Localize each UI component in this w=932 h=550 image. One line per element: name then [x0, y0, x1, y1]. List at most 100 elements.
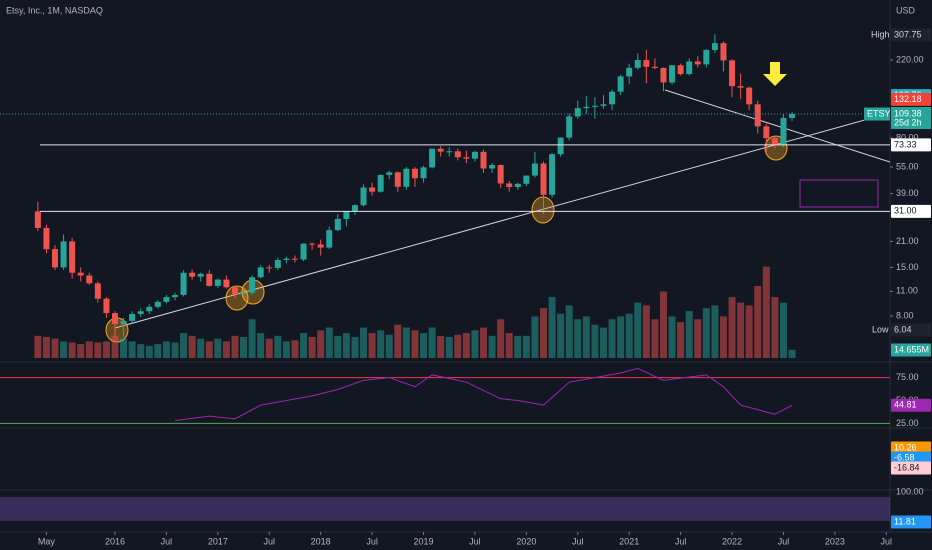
- volume-bar: [591, 324, 599, 358]
- volume-bar: [625, 313, 633, 358]
- high-label: High: [871, 29, 890, 39]
- macd-value: -16.84: [894, 462, 920, 472]
- x-tick-label: May: [38, 536, 56, 546]
- candle-body: [737, 86, 744, 88]
- candle-body: [754, 104, 761, 127]
- stoch-band: [0, 497, 890, 521]
- volume-bar: [737, 302, 745, 358]
- volume-bar: [522, 335, 530, 358]
- volume-bar: [771, 297, 779, 358]
- volume-bar: [77, 344, 85, 358]
- candle-body: [94, 283, 101, 299]
- volume-bar: [274, 335, 282, 358]
- candle-body: [651, 66, 658, 68]
- candle-body: [369, 187, 376, 192]
- candle-body: [180, 272, 187, 295]
- macd-value-box: [891, 451, 931, 465]
- candle-body: [763, 126, 770, 139]
- price-label-box: [891, 92, 931, 106]
- volume-bar: [342, 333, 350, 358]
- volume-bar: [668, 316, 676, 358]
- candle-body: [386, 172, 393, 175]
- volume-bar: [257, 333, 265, 358]
- candle-body: [497, 165, 504, 184]
- high-value: 307.75: [894, 29, 922, 39]
- volume-bar: [642, 305, 650, 358]
- price-label: 132.18: [894, 94, 922, 104]
- volume-bar: [180, 333, 188, 358]
- volume-bar: [171, 342, 179, 358]
- candle-body: [257, 267, 264, 278]
- volume-bar: [128, 341, 136, 358]
- candle-body: [694, 61, 701, 65]
- candle-body: [360, 187, 367, 206]
- candle-body: [60, 241, 67, 268]
- candle-body: [489, 165, 496, 169]
- volume-bar: [248, 319, 256, 358]
- countdown: 25d 2h: [894, 117, 922, 127]
- volume-bar: [351, 336, 359, 358]
- candle-body: [77, 272, 84, 276]
- candle-body: [720, 43, 727, 61]
- arrow-annotation: [763, 62, 787, 86]
- stoch-value-box: [891, 515, 931, 529]
- volume-bar: [719, 316, 727, 358]
- candle-body: [43, 227, 50, 250]
- volume-bar: [471, 330, 479, 358]
- candle-body: [411, 168, 418, 179]
- volume-bar: [762, 266, 770, 358]
- candle-body: [189, 272, 196, 277]
- volume-bar: [360, 327, 368, 358]
- volume-bar: [548, 297, 556, 358]
- candle-body: [703, 49, 710, 65]
- macd-value: 10.26: [894, 442, 917, 452]
- candle-body: [163, 297, 170, 302]
- volume-bar: [240, 336, 248, 358]
- volume-bar: [111, 335, 119, 358]
- volume-bar: [265, 338, 273, 358]
- x-tick-label: Jul: [675, 536, 687, 546]
- candle-body: [394, 172, 401, 187]
- x-tick-label: 2022: [722, 536, 742, 546]
- volume-bar: [437, 335, 445, 358]
- candle-body: [643, 60, 650, 67]
- candle-body: [729, 60, 736, 87]
- candle-body: [343, 211, 350, 219]
- volume-bar: [154, 344, 162, 358]
- candle-body: [214, 279, 221, 286]
- candle-body: [69, 241, 76, 273]
- candle-body: [523, 175, 530, 184]
- volume-bar: [745, 305, 753, 358]
- candle-body: [746, 87, 753, 105]
- candle-body: [274, 260, 281, 268]
- volume-bar: [291, 340, 299, 358]
- candle-body: [514, 183, 521, 187]
- rsi-tick-label: 25.00: [896, 418, 919, 428]
- candle-body: [103, 298, 110, 314]
- candle-body: [540, 163, 547, 195]
- volume-bar: [188, 335, 196, 358]
- volume-bar: [368, 333, 376, 358]
- candle-body: [266, 267, 273, 269]
- volume-bar: [445, 336, 453, 358]
- level-label-box: [891, 204, 931, 218]
- volume-bar: [102, 341, 110, 358]
- candle-body: [291, 258, 298, 260]
- volume-bar: [120, 338, 128, 358]
- volume-bar: [514, 335, 522, 358]
- volume-bar: [659, 291, 667, 358]
- candle-body: [317, 244, 324, 248]
- rsi-line: [174, 367, 793, 422]
- candle-body: [326, 230, 333, 248]
- candle-body: [634, 60, 641, 68]
- volume-bar: [779, 302, 787, 358]
- volume-bar: [599, 327, 607, 358]
- x-tick-label: Jul: [572, 536, 584, 546]
- candle-body: [454, 151, 461, 158]
- x-tick-label: Jul: [469, 536, 481, 546]
- stoch-value: 11.81: [894, 516, 916, 526]
- candle-body: [669, 65, 676, 83]
- volume-bar: [68, 342, 76, 358]
- candle-body: [480, 151, 487, 169]
- symbol-box: [864, 107, 890, 121]
